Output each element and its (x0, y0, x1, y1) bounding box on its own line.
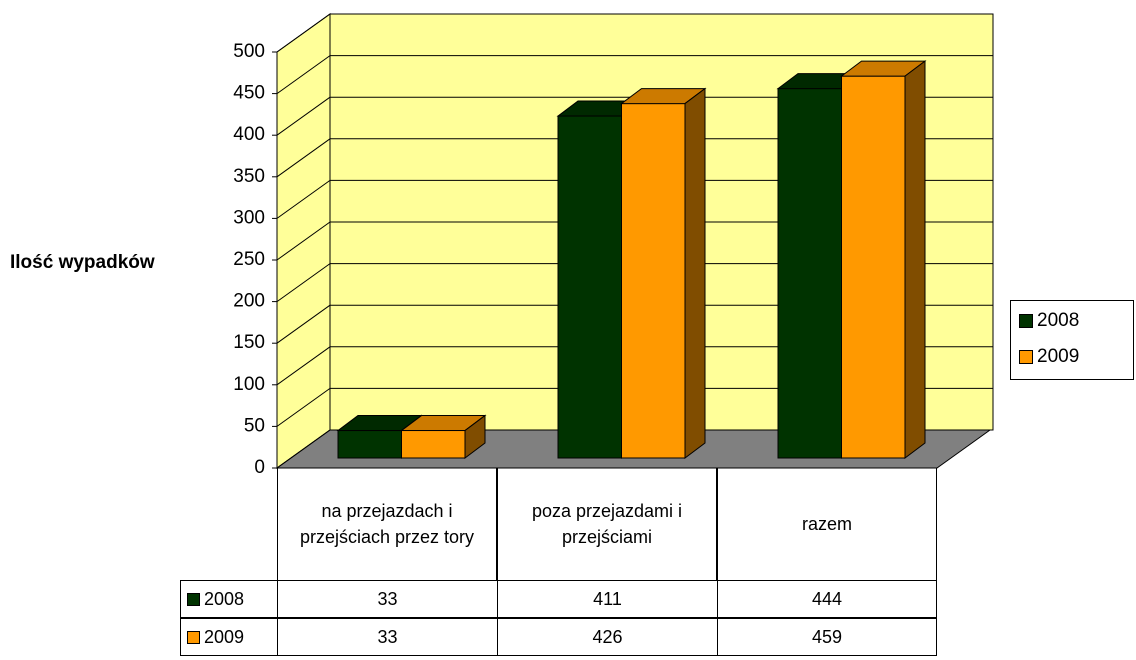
grid-line (276, 179, 331, 219)
grid-line (276, 263, 331, 303)
table-key-label: 2009 (204, 626, 245, 647)
table-value-cell: 426 (497, 618, 717, 656)
grid-line (276, 55, 331, 95)
grid-line (276, 387, 331, 427)
y-axis-label: Ilość wypadków (10, 252, 155, 273)
legend-entry: 2008 (1019, 309, 1079, 333)
table-key-swatch (187, 592, 200, 606)
y-tick-label: 200 (233, 291, 265, 312)
y-tick-label: 150 (233, 332, 265, 353)
y-tick-label: 500 (233, 41, 265, 62)
bar-side (464, 414, 486, 459)
grid-line (276, 96, 331, 136)
y-tick-label: 300 (233, 207, 265, 228)
table-value-cell: 459 (717, 618, 937, 656)
y-tick-label: 50 (244, 415, 265, 436)
y-tick-label: 450 (233, 83, 265, 104)
bar-front (557, 115, 622, 459)
bar-front (777, 88, 842, 459)
table-key-cell: 2008 (180, 580, 277, 618)
table-key-cell: 2009 (180, 618, 277, 656)
grid-line (276, 429, 331, 469)
bar-front (337, 430, 402, 459)
table-value-cell: 33 (277, 618, 497, 656)
table-key-swatch (187, 630, 200, 644)
table-value-cell: 444 (717, 580, 937, 618)
legend-swatch (1019, 314, 1033, 328)
bar-side (684, 87, 706, 459)
grid-line (276, 221, 331, 261)
legend-entry: 2009 (1019, 345, 1079, 369)
table-header-cell: na przejazdach i przejściach przez tory (277, 468, 497, 580)
y-tick-label: 0 (254, 457, 265, 478)
grid-line (276, 346, 331, 386)
legend: 2008 2009 (1010, 300, 1134, 380)
bar-front (401, 430, 466, 459)
y-tick-label: 400 (233, 124, 265, 145)
grid-line (276, 138, 331, 178)
bar-front (841, 75, 906, 459)
grid-line (276, 304, 331, 344)
y-tick-label: 100 (233, 374, 265, 395)
table-key-label: 2008 (204, 588, 245, 609)
table-value-cell: 411 (497, 580, 717, 618)
grid-line (276, 13, 331, 53)
legend-swatch (1019, 350, 1033, 364)
table-header-cell: razem (717, 468, 937, 580)
table-value-cell: 33 (277, 580, 497, 618)
table-header-cell: poza przejazdami i przejściami (497, 468, 717, 580)
y-tick-label: 250 (233, 249, 265, 270)
legend-label: 2009 (1037, 346, 1080, 367)
bar-side (904, 60, 926, 459)
bar-front (621, 103, 686, 459)
legend-label: 2008 (1037, 310, 1080, 331)
y-tick-label: 350 (233, 166, 265, 187)
